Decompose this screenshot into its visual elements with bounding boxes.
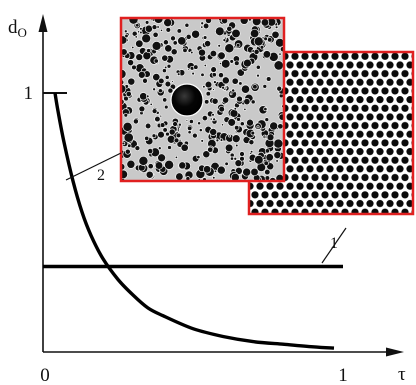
callout-2-leader bbox=[65, 152, 122, 181]
callouts: 12 bbox=[65, 152, 347, 264]
callout-2-label: 2 bbox=[97, 167, 105, 184]
x-tick-label: 0 bbox=[40, 365, 50, 385]
large-bubble bbox=[170, 83, 204, 117]
inset-foam-micrograph bbox=[119, 16, 286, 183]
x-axis-label: τ bbox=[398, 364, 406, 385]
series-2-line bbox=[53, 92, 335, 350]
axes bbox=[38, 14, 404, 357]
y-tick-label: 1 bbox=[24, 83, 34, 104]
series bbox=[43, 92, 343, 350]
y-axis-label: dO bbox=[8, 17, 27, 40]
inset-foam-border bbox=[119, 16, 286, 183]
callout-1-leader bbox=[321, 227, 347, 264]
y-axis-arrow bbox=[38, 14, 48, 32]
foam-bubbles bbox=[121, 18, 284, 181]
x-axis-arrow bbox=[386, 347, 404, 357]
x-tick-label: 1 bbox=[338, 365, 348, 385]
callout-1-label: 1 bbox=[330, 235, 338, 252]
